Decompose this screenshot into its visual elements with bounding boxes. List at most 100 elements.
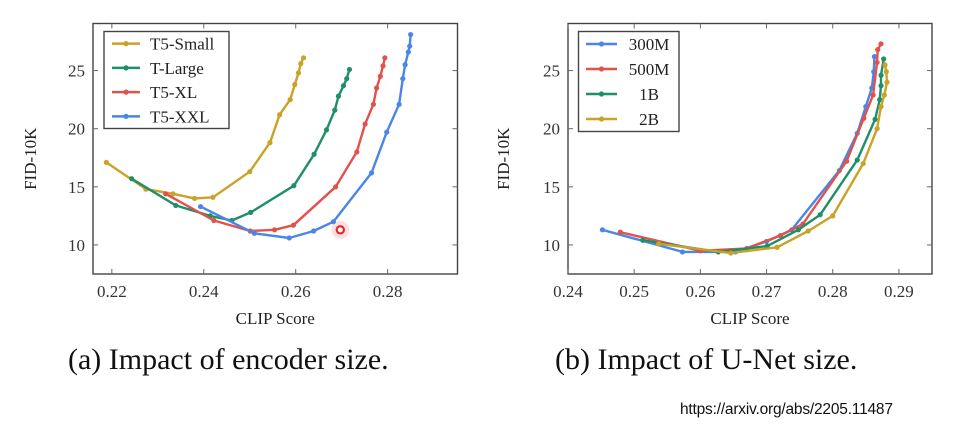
- data-point: [354, 149, 360, 155]
- legend-item: 1B: [586, 85, 659, 104]
- y-tick-label: 20: [543, 120, 560, 139]
- data-point: [163, 191, 169, 197]
- data-point: [370, 101, 376, 107]
- data-point: [298, 61, 304, 67]
- data-point: [774, 244, 780, 250]
- data-point: [330, 219, 336, 225]
- data-point: [197, 203, 204, 210]
- data-point: [323, 127, 330, 133]
- data-point: [870, 92, 876, 98]
- y-axis-label: FID-10K: [494, 127, 513, 190]
- legend: T5-Small T-Large T5-XL T5-XXL: [103, 30, 230, 130]
- legend-item: T5-XL: [112, 83, 197, 102]
- data-point: [191, 195, 198, 202]
- data-point: [374, 85, 380, 91]
- data-point: [407, 43, 413, 49]
- data-point: [300, 55, 307, 61]
- series-t-large: [129, 66, 353, 224]
- data-point: [295, 70, 302, 76]
- x-tick-label: 0.27: [752, 282, 782, 301]
- legend-label: T5-XL: [150, 83, 197, 102]
- data-point: [860, 160, 866, 167]
- data-point: [247, 169, 253, 175]
- x-axis-label: CLIP Score: [710, 309, 789, 328]
- legend-marker: [598, 116, 605, 122]
- y-tick-label: 15: [68, 178, 85, 197]
- data-point: [271, 227, 278, 233]
- data-point: [881, 56, 887, 62]
- legend-label: T5-Small: [150, 35, 214, 54]
- plot-frame: [567, 22, 933, 275]
- data-point: [377, 73, 383, 79]
- data-point: [617, 229, 623, 235]
- legend-item: T5-XXL: [112, 107, 209, 126]
- data-point: [368, 170, 375, 176]
- data-point: [267, 140, 273, 146]
- data-point: [405, 49, 411, 55]
- data-point: [795, 227, 801, 233]
- data-point: [333, 184, 339, 190]
- y-tick-label: 25: [543, 62, 560, 81]
- y-axis-label: FID-10K: [21, 127, 40, 190]
- chart-encoder-size: 0.22 0.24 0.26 0.28 10 15 20 25 CLIP Score FID-…: [21, 22, 459, 328]
- x-axis-label: CLIP Score: [236, 309, 315, 328]
- series-line: [657, 63, 889, 255]
- data-point: [335, 93, 342, 99]
- legend-item: 2B: [586, 110, 659, 129]
- data-point: [874, 59, 880, 66]
- y-tick-label: 15: [543, 178, 560, 197]
- data-point: [400, 76, 406, 82]
- legend-marker: [123, 89, 129, 95]
- data-point: [344, 76, 350, 82]
- data-point: [861, 115, 867, 121]
- legend: 300M 500M 1B 2B: [577, 30, 680, 133]
- legend-item: 300M: [586, 35, 669, 54]
- legend-item: T-Large: [112, 59, 204, 78]
- source-url[interactable]: https://arxiv.org/abs/2205.11487: [680, 401, 893, 418]
- legend-label: T5-XXL: [150, 107, 209, 126]
- data-point: [103, 159, 109, 166]
- x-tick-label: 0.26: [281, 282, 311, 301]
- x-tick-label: 0.25: [619, 282, 649, 301]
- data-point: [408, 31, 414, 38]
- x-tick-label: 0.22: [97, 282, 127, 301]
- y-tick-label: 20: [68, 120, 85, 139]
- x-tick-label: 0.24: [553, 282, 583, 301]
- x-tick-label: 0.28: [818, 282, 848, 301]
- y-tick-label: 10: [543, 236, 560, 255]
- data-point: [382, 55, 388, 61]
- data-point: [656, 241, 662, 247]
- data-point: [854, 157, 860, 163]
- x-tick-label: 0.24: [189, 282, 219, 301]
- data-point: [877, 97, 883, 103]
- series-2b: [656, 62, 890, 256]
- data-point: [173, 202, 179, 209]
- data-point: [883, 69, 889, 75]
- legend-marker: [123, 41, 129, 47]
- data-point: [640, 237, 646, 243]
- data-point: [777, 233, 784, 239]
- axis-ticks: 0.22 0.24 0.26 0.28 10 15 20 25: [68, 23, 458, 301]
- data-point: [211, 217, 217, 224]
- data-point: [248, 209, 254, 215]
- data-point: [170, 191, 176, 197]
- legend-marker: [123, 65, 129, 71]
- data-point: [129, 176, 135, 182]
- legend-marker: [123, 113, 129, 119]
- data-point: [396, 101, 402, 107]
- caption-unet-size: (b) Impact of U-Net size.: [555, 343, 858, 376]
- legend-item: T5-Small: [112, 35, 214, 54]
- data-point: [872, 116, 878, 122]
- series-t5-small: [103, 55, 307, 202]
- data-point: [881, 92, 887, 98]
- plot-frame: [92, 22, 459, 275]
- plot-area: [599, 41, 890, 256]
- legend-marker: [598, 91, 605, 97]
- axis-ticks: 0.24 0.25 0.26 0.27 0.28 0.29 10 15 20 25: [543, 23, 932, 301]
- data-point: [878, 83, 884, 89]
- legend-label: T-Large: [150, 59, 204, 78]
- chart-unet-size: 0.24 0.25 0.26 0.27 0.28 0.29 10 15 20 25 CLIP Sc…: [494, 22, 933, 328]
- legend-label: 2B: [639, 110, 659, 129]
- legend-label: 300M: [629, 35, 670, 54]
- data-point: [875, 47, 881, 53]
